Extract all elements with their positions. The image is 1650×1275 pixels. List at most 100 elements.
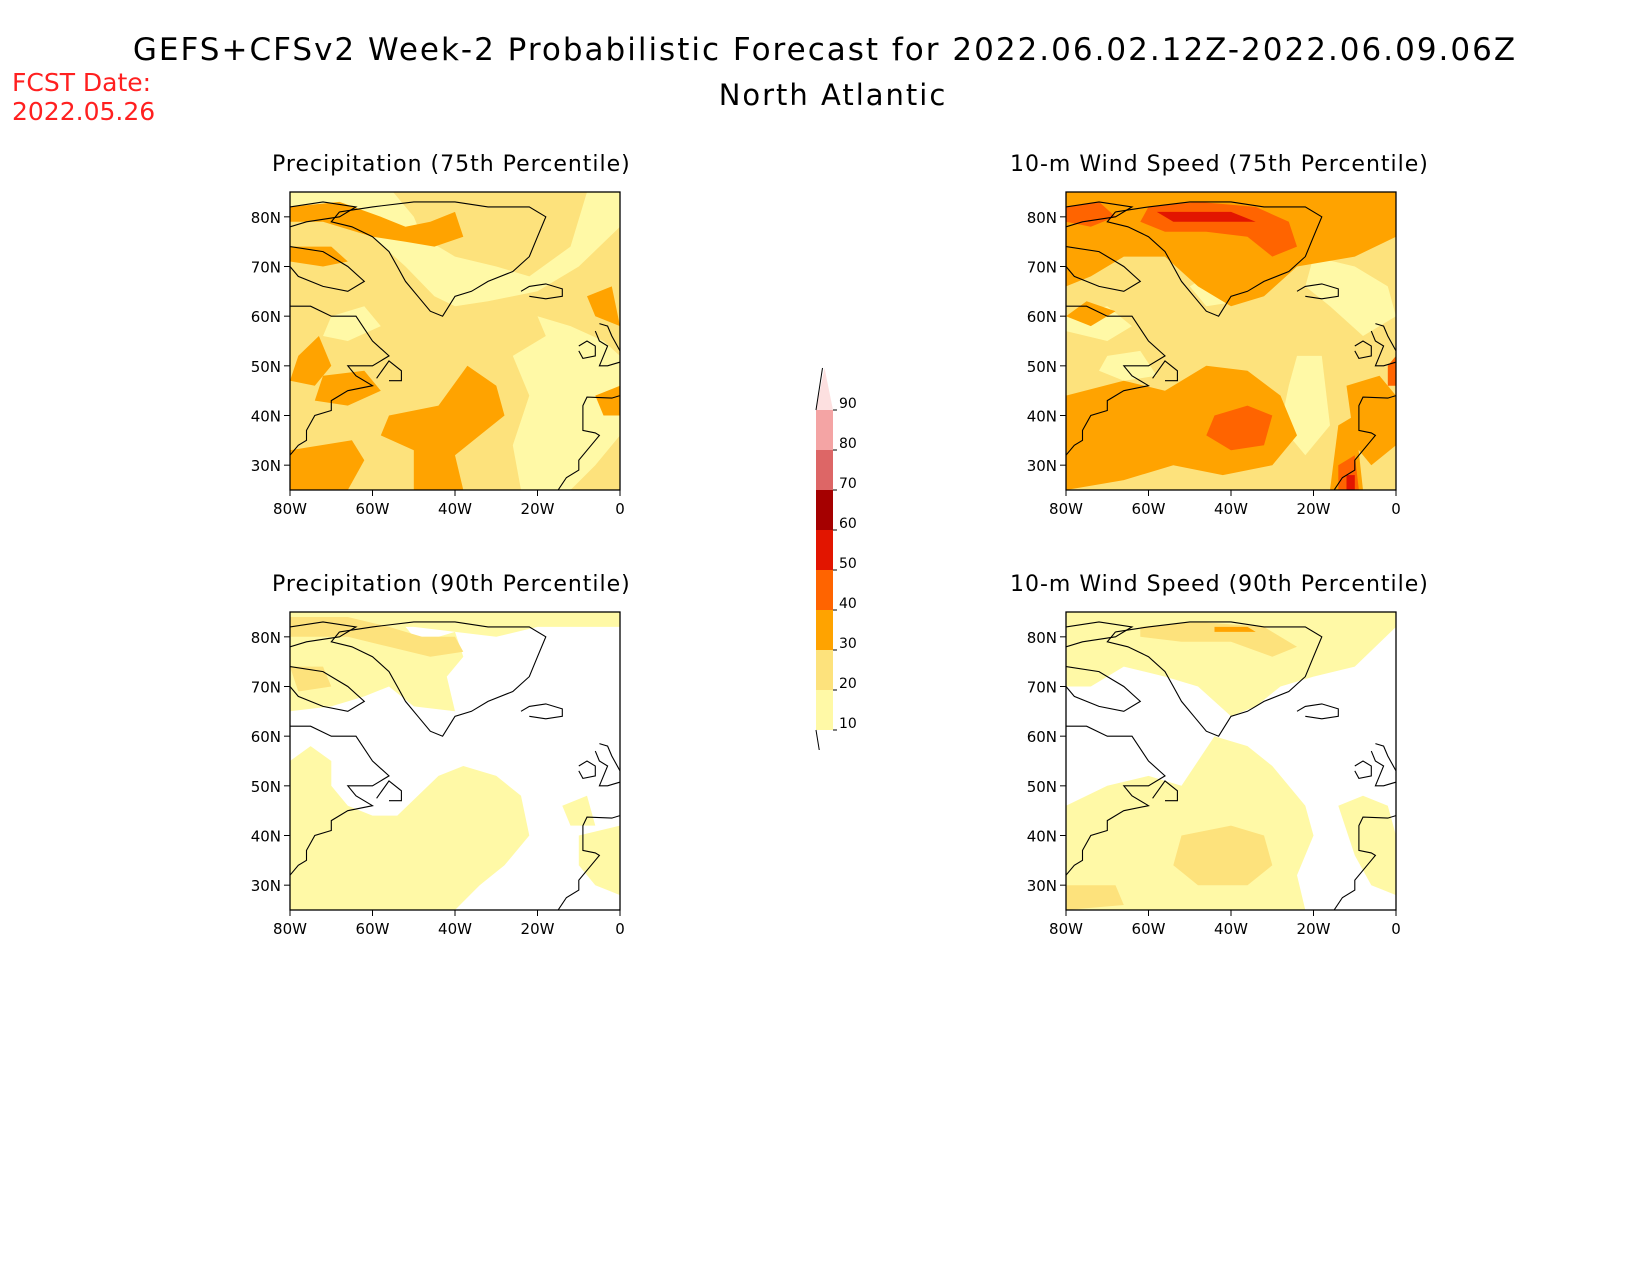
coastline bbox=[1333, 815, 1396, 910]
lon-tick-label: 20W bbox=[1297, 920, 1331, 938]
colorbar-label: 40 bbox=[839, 596, 857, 612]
coastline bbox=[330, 201, 547, 317]
coastline bbox=[1106, 201, 1323, 317]
probability-area bbox=[1338, 795, 1396, 896]
colorbar-bin bbox=[816, 650, 833, 690]
lat-tick-label: 30N bbox=[1027, 877, 1057, 895]
lat-tick-label: 70N bbox=[1027, 259, 1057, 277]
probability-area bbox=[290, 666, 332, 692]
colorbar-label: 50 bbox=[839, 556, 857, 572]
probability-area bbox=[1305, 256, 1396, 336]
region-subtitle: North Atlantic bbox=[718, 78, 948, 112]
coastline bbox=[1066, 201, 1134, 228]
lon-tick-label: 20W bbox=[1297, 500, 1331, 518]
lon-tick-label: 60W bbox=[356, 920, 390, 938]
lon-tick-label: 80W bbox=[1049, 920, 1083, 938]
probability-area bbox=[1214, 626, 1256, 632]
colorbar-label: 10 bbox=[839, 716, 857, 732]
coastline bbox=[376, 360, 402, 382]
lat-tick-label: 60N bbox=[1027, 308, 1057, 326]
coastline bbox=[594, 323, 620, 367]
colorbar-bin bbox=[816, 570, 833, 610]
colorbar-label: 30 bbox=[839, 636, 857, 652]
colorbar-bottom-cap bbox=[816, 730, 833, 750]
probability-area bbox=[290, 336, 332, 386]
coastline bbox=[1066, 305, 1166, 456]
colorbar-label: 60 bbox=[839, 516, 857, 532]
lat-tick-label: 70N bbox=[251, 259, 281, 277]
colorbar-bin bbox=[816, 530, 833, 570]
lon-tick-label: 40W bbox=[1214, 500, 1248, 518]
probability-area bbox=[290, 201, 464, 247]
coastline bbox=[330, 621, 547, 737]
lon-tick-label: 0 bbox=[615, 500, 625, 518]
probability-area bbox=[578, 825, 620, 896]
probability-area bbox=[1140, 621, 1297, 657]
probability-area bbox=[1156, 211, 1256, 222]
colorbar-bin bbox=[816, 610, 833, 650]
lat-tick-label: 50N bbox=[251, 358, 281, 376]
coastline bbox=[520, 703, 563, 720]
lon-tick-label: 0 bbox=[1391, 500, 1401, 518]
lon-tick-label: 60W bbox=[1132, 500, 1166, 518]
coastline bbox=[1066, 666, 1142, 712]
lat-tick-label: 50N bbox=[251, 778, 281, 796]
lat-tick-label: 40N bbox=[251, 828, 281, 846]
probability-area bbox=[1066, 885, 1124, 910]
coastline bbox=[290, 666, 366, 712]
lon-tick-label: 40W bbox=[438, 920, 472, 938]
probability-area bbox=[1066, 301, 1116, 327]
lat-tick-label: 50N bbox=[1027, 778, 1057, 796]
colorbar-label: 70 bbox=[839, 476, 857, 492]
colorbar-outline bbox=[815, 729, 820, 750]
panel-title-precip90: Precipitation (90th Percentile) bbox=[272, 572, 631, 597]
probability-area bbox=[380, 365, 505, 490]
coastline bbox=[1152, 780, 1178, 802]
coastline bbox=[1354, 340, 1372, 360]
lon-tick-label: 80W bbox=[273, 920, 307, 938]
figure-title: GEFS+CFSv2 Week-2 Probabilistic Forecast… bbox=[132, 32, 1518, 68]
coastline bbox=[557, 395, 620, 490]
shaded-field bbox=[1066, 192, 1396, 490]
lat-tick-label: 40N bbox=[1027, 408, 1057, 426]
colorbar-bin bbox=[816, 368, 833, 410]
probability-area bbox=[290, 246, 348, 267]
panel-title-wind90: 10-m Wind Speed (90th Percentile) bbox=[1010, 572, 1429, 597]
map-wind90: 80N 70N 60N 50N 40N 30N 80W 60W 40W 20W 0 bbox=[1027, 611, 1401, 938]
coastline bbox=[578, 760, 596, 780]
lat-tick-label: 70N bbox=[1027, 679, 1057, 697]
panel-title-wind75: 10-m Wind Speed (75th Percentile) bbox=[1010, 152, 1429, 177]
coastline bbox=[557, 815, 620, 910]
lon-tick-label: 0 bbox=[1391, 920, 1401, 938]
coastline bbox=[1333, 395, 1396, 490]
colorbar-outline bbox=[815, 367, 823, 411]
probability-area bbox=[1206, 405, 1273, 451]
colorbar-label: 20 bbox=[839, 676, 857, 692]
lat-tick-label: 40N bbox=[251, 408, 281, 426]
lon-tick-label: 0 bbox=[615, 920, 625, 938]
probability-area bbox=[512, 316, 620, 490]
shaded-field bbox=[290, 192, 620, 490]
probability-area bbox=[290, 440, 365, 490]
lat-tick-label: 80N bbox=[1027, 209, 1057, 227]
coastline bbox=[1296, 283, 1339, 300]
panel-title-precip75: Precipitation (75th Percentile) bbox=[272, 152, 631, 177]
lon-tick-label: 80W bbox=[273, 500, 307, 518]
lat-tick-label: 70N bbox=[251, 679, 281, 697]
coastline bbox=[1296, 703, 1339, 720]
probability-area bbox=[290, 746, 530, 910]
map-precip75: 80N 70N 60N 50N 40N 30N 80W 60W 40W 20W 0 bbox=[251, 191, 625, 518]
map-precip90: 80N 70N 60N 50N 40N 30N 80W 60W 40W 20W 0 bbox=[251, 611, 625, 938]
lat-tick-label: 30N bbox=[251, 457, 281, 475]
coastline bbox=[1066, 246, 1142, 292]
colorbar-bin bbox=[816, 450, 833, 490]
colorbar-bin bbox=[816, 490, 833, 530]
coastline bbox=[1370, 743, 1396, 787]
lat-tick-label: 80N bbox=[251, 209, 281, 227]
coastline bbox=[520, 283, 563, 300]
lon-tick-label: 60W bbox=[356, 500, 390, 518]
lat-tick-label: 50N bbox=[1027, 358, 1057, 376]
lon-tick-label: 40W bbox=[1214, 920, 1248, 938]
lat-tick-label: 40N bbox=[1027, 828, 1057, 846]
lat-tick-label: 80N bbox=[1027, 629, 1057, 647]
